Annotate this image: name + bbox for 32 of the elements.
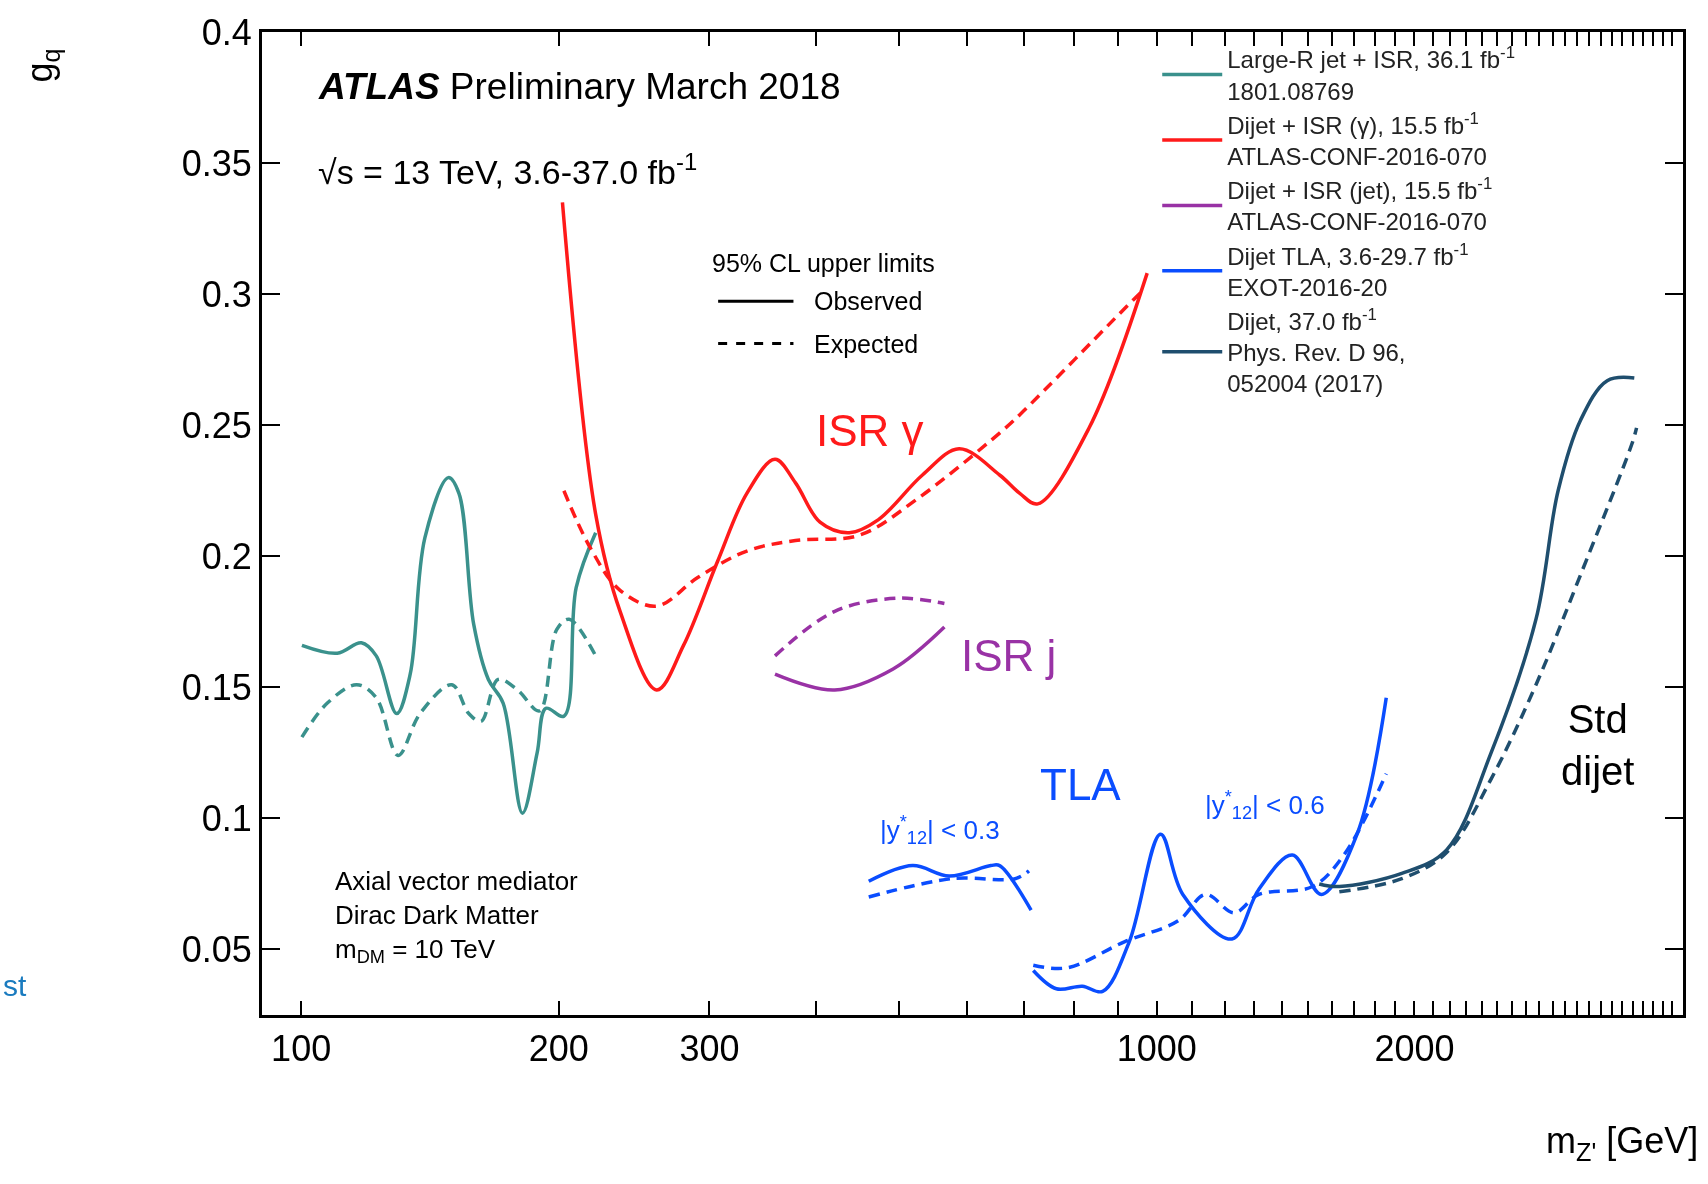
y-tick-label: 0.4 <box>201 11 252 53</box>
annotation: ISR j <box>961 631 1057 680</box>
x-tick-label: 1000 <box>1116 1028 1197 1070</box>
x-tick-label: 2000 <box>1374 1028 1455 1070</box>
annotation: √s = 13 TeV, 3.6-37.0 fb$^{-1}$ <box>318 148 698 192</box>
x-axis-title: m$_{Z'}$ [GeV] <box>1546 1120 1699 1166</box>
y-tick-label: 0.05 <box>181 929 252 971</box>
text: Dijet TLA, 3.6-29.7 fb$^{-1}$ EXOT-2016-20 <box>1227 239 1469 301</box>
annotation: |y$^{*}$$_{12}$| < 0.6 <box>1205 787 1325 824</box>
text: Large-R jet + ISR, 36.1 fb$^{-1}$ 1801.08769 <box>1227 43 1515 105</box>
legend-label: Dijet, 37.0 fb$^{-1}$ Phys. Rev. D 96, 052004 (2017) <box>1227 304 1406 398</box>
text: st <box>3 969 27 1002</box>
annotation: 95% CL upper limits <box>712 249 935 277</box>
legend-label: Dijet + ISR (γ), 15.5 fb$^{-1}$ ATLAS-CONF-2016-070 <box>1227 108 1487 170</box>
annotation: Std dijet <box>1561 697 1635 793</box>
annotation: ISR γ <box>816 406 924 455</box>
annotation: TLA <box>1040 760 1122 809</box>
annotation: Axial vector mediator Dirac Dark Matter m$_{DM}$ = 10 TeV <box>335 866 579 968</box>
y-tick-label: 0.1 <box>201 798 252 839</box>
x-tick-label: 100 <box>271 1028 332 1070</box>
y-tick-label: 0.35 <box>181 142 252 184</box>
y-tick-label: 0.25 <box>181 404 252 446</box>
y-tick-label: 0.3 <box>201 273 252 315</box>
annotation: ATLAS Preliminary March 2018 <box>318 66 841 107</box>
y-tick-label: 0.15 <box>181 666 252 708</box>
x-tick-label: 300 <box>679 1028 740 1070</box>
annotation: |y$^{*}$$_{12}$| < 0.3 <box>880 812 1000 849</box>
legend-label: Dijet + ISR (jet), 15.5 fb$^{-1}$ ATLAS-CONF-2016-070 <box>1227 174 1493 236</box>
annotation: Expected <box>814 330 919 358</box>
annotation: Observed <box>814 287 923 315</box>
y-tick-label: 0.2 <box>201 535 252 577</box>
x-tick-label: 200 <box>528 1028 589 1070</box>
